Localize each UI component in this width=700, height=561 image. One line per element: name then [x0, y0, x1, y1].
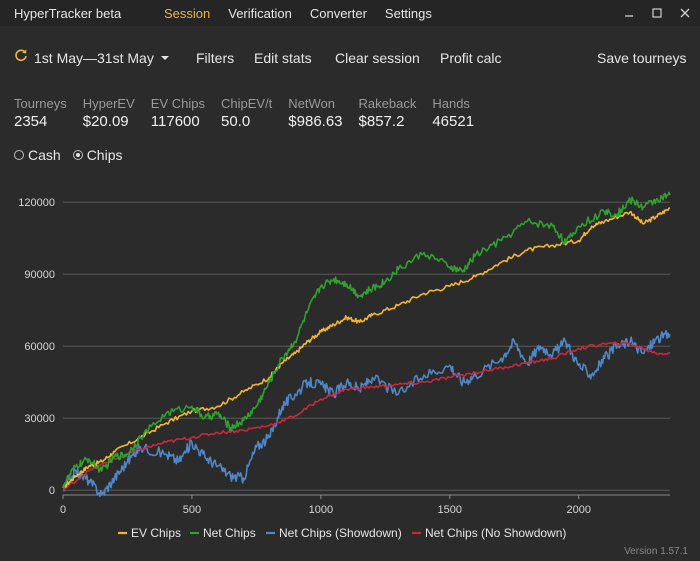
x-tick-label: 500 [183, 504, 201, 516]
stat-label: NetWon [288, 96, 336, 111]
x-tick-label: 0 [60, 504, 66, 516]
clear-session-button[interactable]: Clear session [335, 50, 420, 66]
chips-chart: 0 30000 60000 90000 120000 0 500 1000 1500 2000 EV… [18, 191, 671, 540]
refresh-icon[interactable] [14, 48, 28, 67]
stat-value: $20.09 [82, 113, 129, 130]
radio-button-checked-icon[interactable] [72, 150, 83, 160]
toolbar: 1st May—31st May Filters Edit stats Clea… [0, 44, 700, 74]
radio-button-icon[interactable] [14, 150, 24, 160]
series-line-2 [62, 191, 671, 488]
stat-value: $986.63 [288, 113, 343, 130]
radio-label: Cash [28, 147, 61, 163]
date-range-label: 1st May—31st May [34, 49, 154, 66]
x-tick-label: 1000 [309, 504, 333, 516]
window-controls [622, 0, 692, 26]
series-line-4 [62, 341, 671, 491]
stat-netwon: NetWon $986.63 [288, 96, 342, 130]
stat-value: 46521 [432, 113, 475, 130]
stat-chipev-per-t: ChipEV/t 50.0 [221, 96, 272, 130]
y-tick-label: 60000 [24, 341, 55, 353]
filters-button[interactable]: Filters [196, 50, 235, 66]
stat-hyperev: HyperEV $20.09 [83, 96, 135, 130]
stat-label: Rakeback [358, 96, 417, 111]
stat-value: $857.2 [358, 113, 405, 130]
stat-label: HyperEV [82, 96, 135, 111]
close-icon[interactable] [678, 6, 692, 20]
y-tick-label: 90000 [24, 269, 55, 281]
y-tick-label: 120000 [18, 197, 55, 209]
app-title: HyperTracker beta [14, 5, 122, 21]
stat-value: 2354 [14, 113, 48, 130]
stat-label: Hands [432, 96, 470, 111]
stat-ev-chips: EV Chips 117600 [151, 96, 205, 130]
radio-label: Chips [86, 147, 123, 163]
menu-verification[interactable]: Verification [228, 5, 292, 21]
stat-label: EV Chips [150, 96, 205, 111]
version-label: Version 1.57.1 [624, 546, 688, 557]
menu-session[interactable]: Session [164, 5, 211, 21]
radio-cash[interactable]: Cash [14, 147, 61, 163]
maximize-icon[interactable] [650, 6, 664, 20]
x-tick-label: 1500 [438, 504, 462, 516]
stat-value: 117600 [150, 113, 200, 130]
x-tick-label: 2000 [566, 504, 590, 516]
series-line-3 [62, 329, 671, 498]
profit-calc-button[interactable]: Profit calc [440, 50, 502, 66]
legend-entry: EV Chips [131, 526, 181, 540]
stat-value: 50.0 [220, 113, 251, 130]
main-menu: Session Verification Converter Settings [164, 6, 450, 21]
menu-settings[interactable]: Settings [384, 5, 432, 21]
title-bar: HyperTracker beta Session Verification C… [0, 0, 700, 26]
mode-selector: Cash Chips [14, 147, 128, 163]
legend-entry: Net Chips (No Showdown) [425, 526, 566, 540]
series-line-1 [62, 207, 671, 489]
stat-label: Tourneys [14, 96, 67, 111]
legend-entry: Net Chips (Showdown) [279, 526, 402, 540]
y-tick-label: 0 [49, 485, 55, 497]
menu-converter[interactable]: Converter [309, 5, 367, 21]
stat-rakeback: Rakeback $857.2 [359, 96, 417, 130]
stat-hands: Hands 46521 [432, 96, 474, 130]
minimize-icon[interactable] [622, 6, 636, 20]
stat-tourneys: Tourneys 2354 [14, 96, 67, 130]
save-tourneys-button[interactable]: Save tourneys [597, 50, 687, 66]
stat-label: ChipEV/t [220, 96, 273, 111]
edit-stats-button[interactable]: Edit stats [254, 50, 312, 66]
radio-chips[interactable]: Chips [72, 147, 123, 163]
chevron-down-icon[interactable] [160, 49, 170, 67]
y-tick-label: 30000 [24, 413, 55, 425]
legend-entry: Net Chips [203, 526, 256, 540]
stats-panel: Tourneys 2354 HyperEV $20.09 EV Chips 11… [14, 96, 490, 130]
date-range-picker[interactable]: 1st May—31st May [14, 48, 170, 67]
